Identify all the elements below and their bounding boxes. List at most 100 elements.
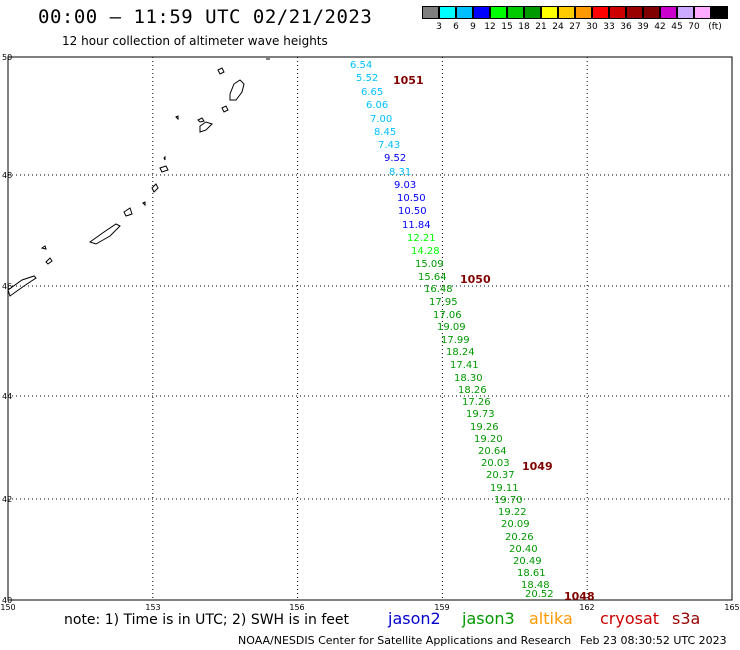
colorbar-swatch bbox=[575, 6, 592, 19]
colorbar-label: 18 bbox=[518, 22, 530, 32]
colorbar-label: 27 bbox=[569, 22, 581, 32]
map-grid bbox=[7, 56, 733, 601]
colorbar-label: 24 bbox=[552, 22, 564, 32]
wave-height-value: 17.95 bbox=[429, 297, 458, 308]
time-marker-label: 1048 bbox=[564, 590, 595, 603]
colorbar-label: 12 bbox=[484, 22, 496, 32]
colorbar-label: 9 bbox=[470, 22, 476, 32]
colorbar-swatch bbox=[643, 6, 660, 19]
wave-height-value: 9.52 bbox=[384, 153, 406, 164]
wave-height-value: 20.03 bbox=[481, 458, 510, 469]
lat-tick-label: 42 bbox=[2, 495, 12, 504]
colorbar-swatch bbox=[558, 6, 575, 19]
wave-height-value: 15.09 bbox=[415, 259, 444, 270]
lon-tick-label: 150 bbox=[0, 603, 15, 612]
kuril-island bbox=[45, 257, 53, 265]
colorbar-swatch bbox=[473, 6, 490, 19]
wave-height-value: 19.20 bbox=[474, 434, 503, 445]
colorbar-swatch bbox=[456, 6, 473, 19]
wave-height-value: 19.09 bbox=[437, 322, 466, 333]
time-marker-label: 1051 bbox=[393, 74, 424, 87]
wave-height-value: 9.03 bbox=[394, 180, 416, 191]
lon-tick-label: 165 bbox=[724, 603, 739, 612]
wave-height-value: 17.06 bbox=[433, 310, 462, 321]
lat-tick-label: 46 bbox=[2, 282, 12, 291]
wave-height-value: 19.26 bbox=[470, 422, 499, 433]
colorbar-label: 36 bbox=[620, 22, 632, 32]
colorbar-swatch bbox=[626, 6, 643, 19]
wave-height-value: 18.24 bbox=[446, 347, 475, 358]
wave-height-value: 20.40 bbox=[509, 544, 538, 555]
kuril-island bbox=[142, 201, 146, 207]
wave-height-value: 20.49 bbox=[513, 556, 542, 567]
kuril-island bbox=[40, 245, 47, 250]
kuril-island bbox=[159, 165, 169, 173]
wave-height-value: 6.06 bbox=[366, 100, 388, 111]
kuril-island bbox=[217, 67, 225, 75]
colorbar-label: 45 bbox=[671, 22, 683, 32]
lon-tick-label: 159 bbox=[434, 603, 449, 612]
lon-tick-label: 153 bbox=[145, 603, 160, 612]
wave-height-value: 14.28 bbox=[411, 246, 440, 257]
colorbar-label: 70 bbox=[688, 22, 700, 32]
wave-height-value: 20.37 bbox=[486, 470, 515, 481]
map-title: 00:00 – 11:59 UTC 02/21/2023 bbox=[38, 6, 373, 28]
kuril-island bbox=[175, 115, 179, 121]
wave-height-value: 20.09 bbox=[501, 519, 530, 530]
wave-height-value: 17.99 bbox=[441, 335, 470, 346]
wave-height-value: 19.70 bbox=[494, 495, 523, 506]
colorbar-swatch bbox=[507, 6, 524, 19]
altimeter-track: 6.54 5.52 6.65 6.06 7.00 8.45 7.43 9.52 8.31 9.03… bbox=[350, 60, 554, 600]
wave-height-value: 10.50 bbox=[397, 193, 426, 204]
satellite-legend-cryosat: cryosat bbox=[600, 609, 660, 628]
colorbar-swatch bbox=[609, 6, 626, 19]
wave-height-value: 6.54 bbox=[350, 60, 372, 71]
wave-height-value: 18.48 bbox=[521, 580, 550, 591]
colorbar-swatch bbox=[439, 6, 456, 19]
legend-note: note: 1) Time is in UTC; 2) SWH is in fe… bbox=[64, 612, 350, 628]
map-subtitle: 12 hour collection of altimeter wave hei… bbox=[62, 34, 328, 48]
wave-height-value: 8.31 bbox=[389, 167, 411, 178]
wave-height-value: 5.52 bbox=[356, 73, 378, 84]
colorbar-label: 15 bbox=[501, 22, 513, 32]
colorbar-label: 30 bbox=[586, 22, 598, 32]
kuril-island bbox=[7, 275, 37, 297]
time-marker-label: 1050 bbox=[460, 273, 491, 286]
kuril-island bbox=[197, 117, 205, 123]
wave-height-value: 17.26 bbox=[462, 397, 491, 408]
colorbar-swatch bbox=[677, 6, 694, 19]
colorbar-swatch bbox=[694, 6, 711, 19]
colorbar-label: 21 bbox=[535, 22, 547, 32]
kuril-island bbox=[199, 121, 213, 133]
footer-timestamp: Feb 23 08:30:52 UTC 2023 bbox=[580, 634, 727, 647]
kuril-island bbox=[229, 79, 245, 101]
colorbar-label: (ft) bbox=[708, 22, 722, 32]
colorbar-swatch bbox=[592, 6, 609, 19]
wave-height-value: 7.43 bbox=[378, 140, 400, 151]
lat-tick-label: 48 bbox=[2, 171, 12, 180]
time-markers: 1051 1050 1049 1048 bbox=[393, 74, 595, 603]
wave-height-value: 7.00 bbox=[370, 114, 392, 125]
wave-height-value: 6.65 bbox=[361, 87, 383, 98]
wave-height-value: 8.45 bbox=[374, 127, 396, 138]
colorbar-label: 33 bbox=[603, 22, 615, 32]
wave-height-value: 18.61 bbox=[517, 568, 546, 579]
lat-tick-label: 50 bbox=[2, 53, 12, 62]
footer-org: NOAA/NESDIS Center for Satellite Applica… bbox=[238, 634, 572, 647]
wave-height-value: 11.84 bbox=[402, 220, 431, 231]
colorbar-label: 6 bbox=[453, 22, 459, 32]
satellite-legend-altika: altika bbox=[529, 609, 573, 628]
wave-height-value: 18.26 bbox=[458, 385, 487, 396]
colorbar-label: 3 bbox=[436, 22, 442, 32]
map-frame bbox=[7, 56, 733, 601]
wave-height-value: 18.30 bbox=[454, 373, 483, 384]
wave-height-value: 12.21 bbox=[407, 233, 436, 244]
wave-height-value: 20.52 bbox=[525, 589, 554, 600]
lat-tick-label: 40 bbox=[2, 596, 12, 605]
kuril-island bbox=[123, 207, 133, 217]
wave-height-value: 19.22 bbox=[498, 507, 527, 518]
lon-tick-label: 156 bbox=[289, 603, 304, 612]
colorbar-swatch bbox=[711, 6, 728, 19]
